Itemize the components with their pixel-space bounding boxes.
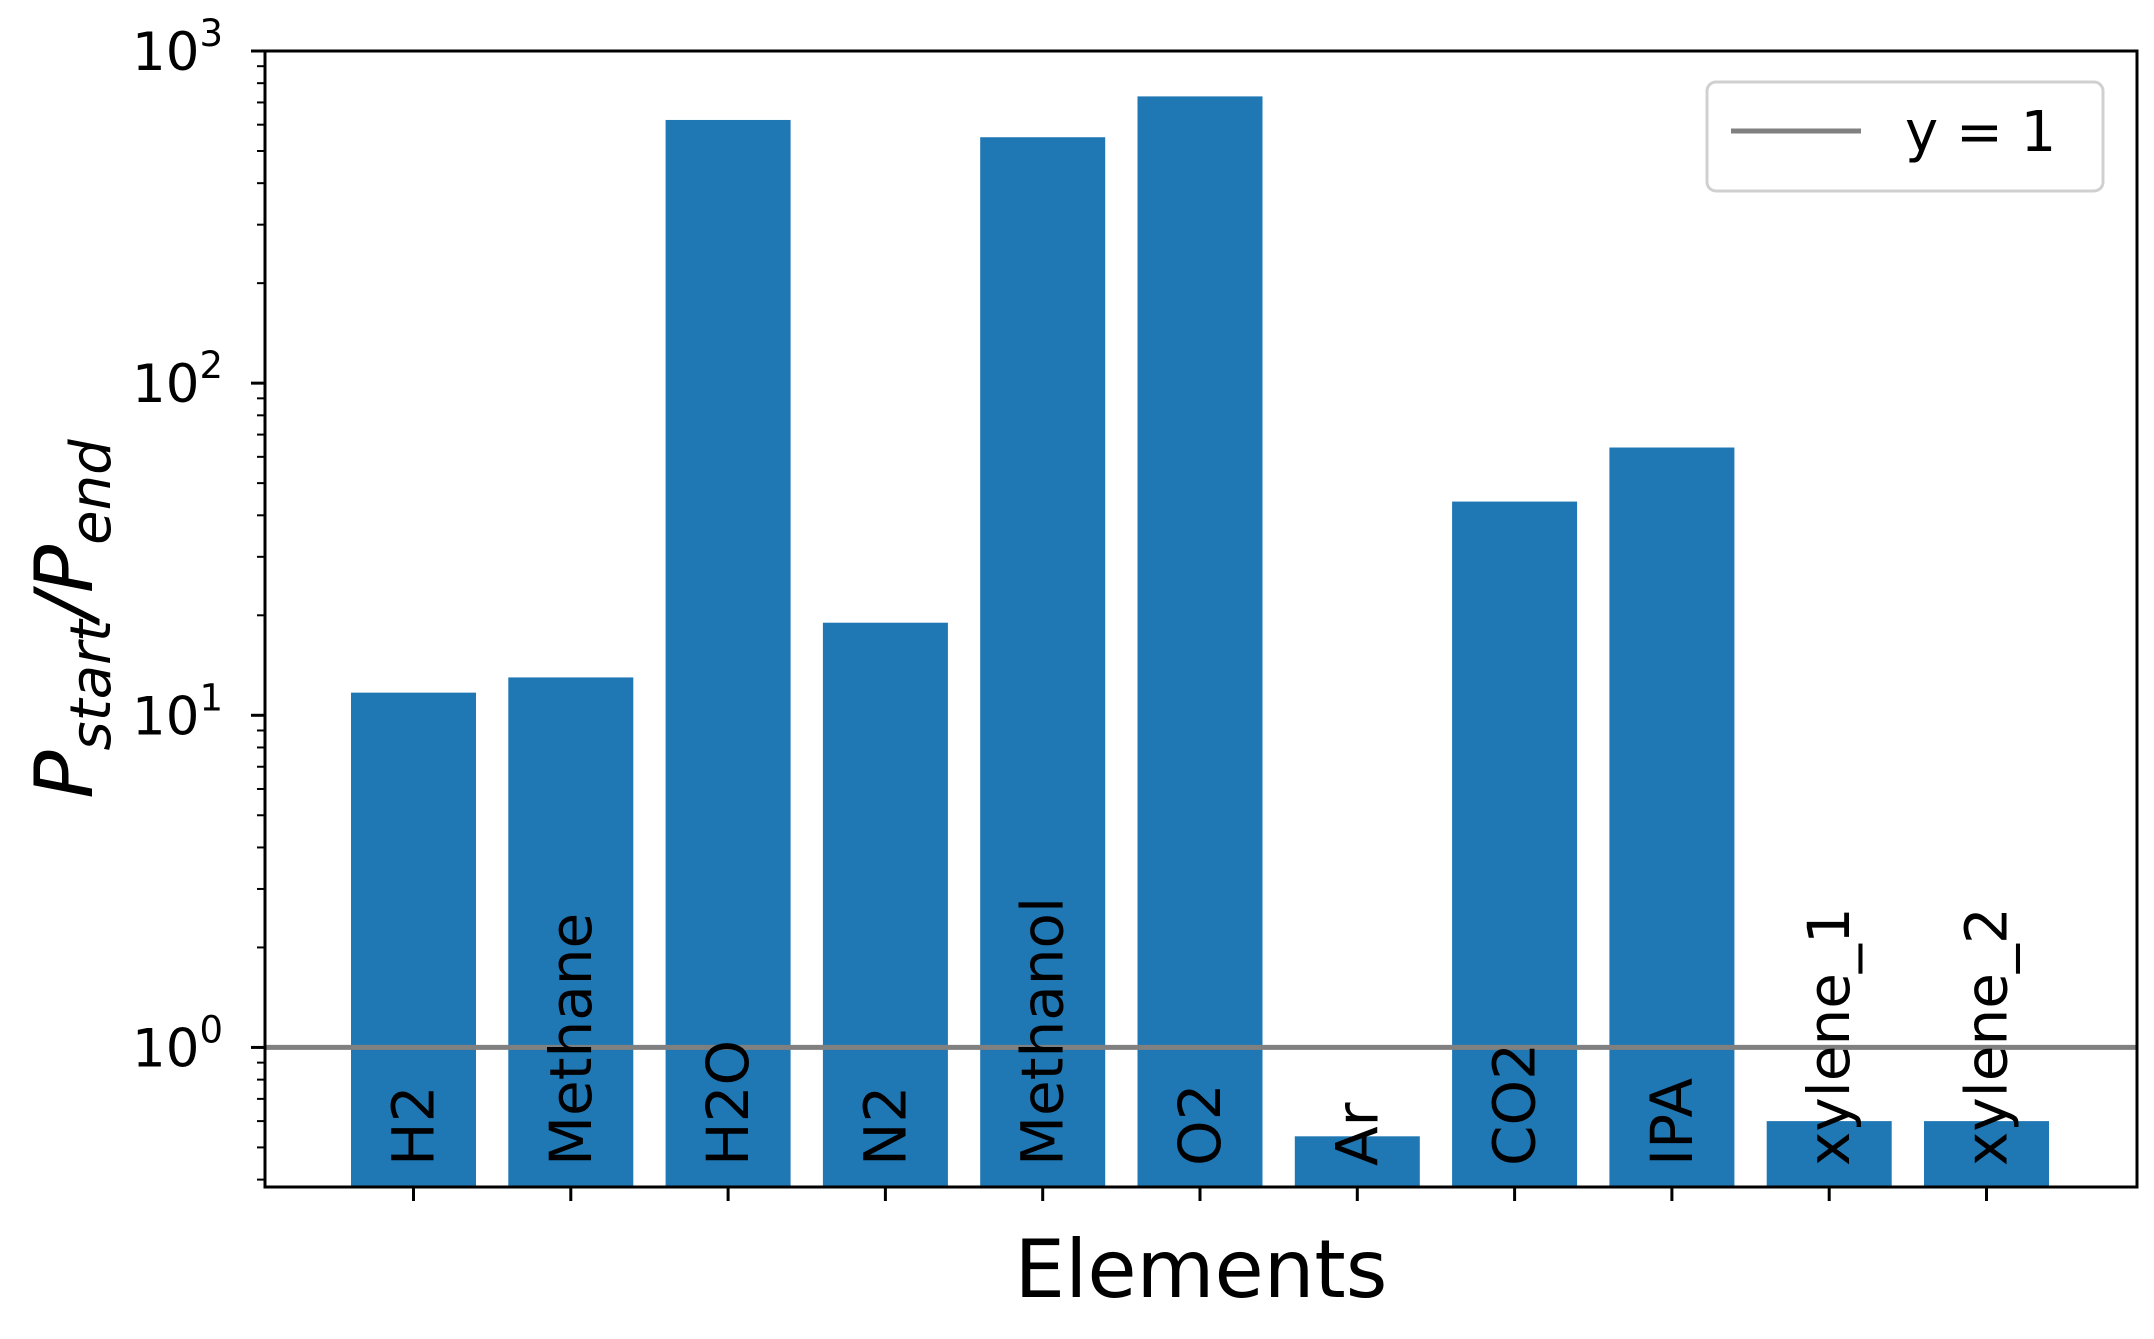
x-ticks xyxy=(412,1187,1988,1201)
y-label-sub-start: start xyxy=(59,618,124,750)
category-label-ar: Ar xyxy=(1323,1102,1391,1166)
bar-h2o xyxy=(665,119,791,1188)
y-tick-label-1: 101 xyxy=(132,676,223,747)
x-axis-label: Elements xyxy=(1015,1223,1388,1316)
bar-n2 xyxy=(822,622,948,1187)
legend-box xyxy=(1705,80,2105,193)
category-label-h2o: H2O xyxy=(694,1040,762,1166)
y-tick-label-3: 103 xyxy=(132,12,223,83)
bar-o2 xyxy=(1137,96,1263,1187)
y-label-main: P xyxy=(18,750,111,799)
y-major-ticks: 100 101 102 103 xyxy=(132,12,265,1079)
legend: y = 1 xyxy=(1705,80,2105,193)
bar-xylene-2 xyxy=(1924,1121,2049,1187)
bar-ipa xyxy=(1609,447,1735,1187)
category-label-n2: N2 xyxy=(851,1086,919,1166)
category-label-o2: O2 xyxy=(1166,1083,1234,1166)
legend-label: y = 1 xyxy=(1905,100,2056,165)
category-labels: H2 Methane H2O N2 Methanol O2 Ar CO2 IPA xylene_1… xyxy=(380,897,2021,1166)
bar-co2 xyxy=(1452,501,1578,1187)
y-label-sub-end: end xyxy=(59,439,124,545)
y-axis-label: Pstart/Pend xyxy=(18,439,124,799)
bar-methane xyxy=(508,677,634,1187)
bar-xylene-1 xyxy=(1766,1121,1892,1187)
category-label-h2: H2 xyxy=(380,1085,448,1166)
bar-methanol xyxy=(980,137,1106,1187)
category-label-xylene-2: xylene_2 xyxy=(1953,907,2021,1166)
y-label-main2: P xyxy=(18,544,111,593)
category-label-ipa: IPA xyxy=(1638,1078,1706,1166)
category-label-xylene-1: xylene_1 xyxy=(1795,907,1863,1166)
y-tick-label-2: 102 xyxy=(132,344,223,415)
plot-frame xyxy=(263,49,2139,1189)
category-label-methanol: Methanol xyxy=(1009,897,1077,1166)
y-tick-label-0: 100 xyxy=(132,1008,223,1079)
category-label-methane: Methane xyxy=(537,913,605,1166)
category-label-co2: CO2 xyxy=(1481,1043,1549,1166)
bar-h2 xyxy=(351,692,476,1187)
bar-ar xyxy=(1294,1136,1420,1187)
bars-group xyxy=(351,96,2049,1188)
